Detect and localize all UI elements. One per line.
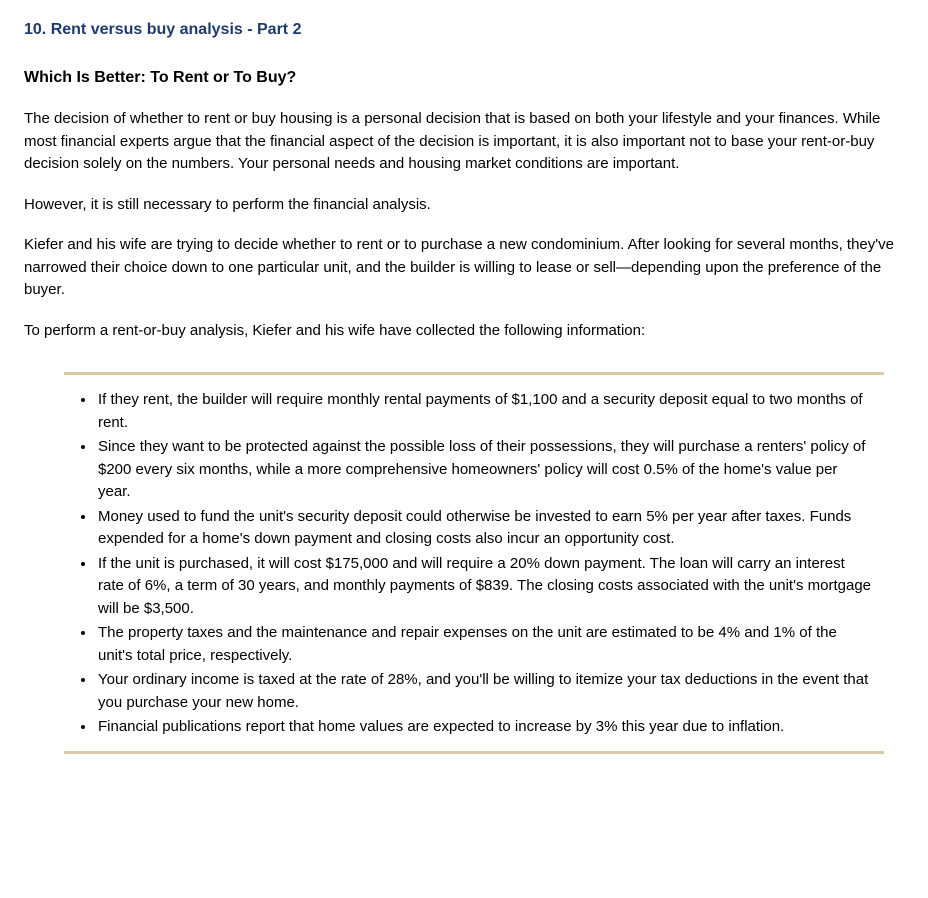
section-title: 10. Rent versus buy analysis - Part 2 bbox=[24, 18, 904, 42]
section-number: 10. bbox=[24, 21, 46, 38]
list-item: Financial publications report that home … bbox=[96, 716, 874, 739]
list-item: The property taxes and the maintenance a… bbox=[96, 622, 874, 667]
paragraph-2: However, it is still necessary to perfor… bbox=[24, 194, 904, 217]
list-item: Money used to fund the unit's security d… bbox=[96, 506, 874, 551]
list-item: Your ordinary income is taxed at the rat… bbox=[96, 669, 874, 714]
section-title-text: Rent versus buy analysis - Part 2 bbox=[51, 21, 302, 38]
list-item: Since they want to be protected against … bbox=[96, 436, 874, 504]
list-item: If they rent, the builder will require m… bbox=[96, 389, 874, 434]
paragraph-4: To perform a rent-or-buy analysis, Kiefe… bbox=[24, 320, 904, 343]
paragraph-1: The decision of whether to rent or buy h… bbox=[24, 108, 904, 176]
info-box: If they rent, the builder will require m… bbox=[64, 372, 884, 754]
paragraph-3: Kiefer and his wife are trying to decide… bbox=[24, 234, 904, 302]
list-item: If the unit is purchased, it will cost $… bbox=[96, 553, 874, 621]
bullet-list: If they rent, the builder will require m… bbox=[74, 389, 874, 739]
question-title: Which Is Better: To Rent or To Buy? bbox=[24, 66, 904, 90]
